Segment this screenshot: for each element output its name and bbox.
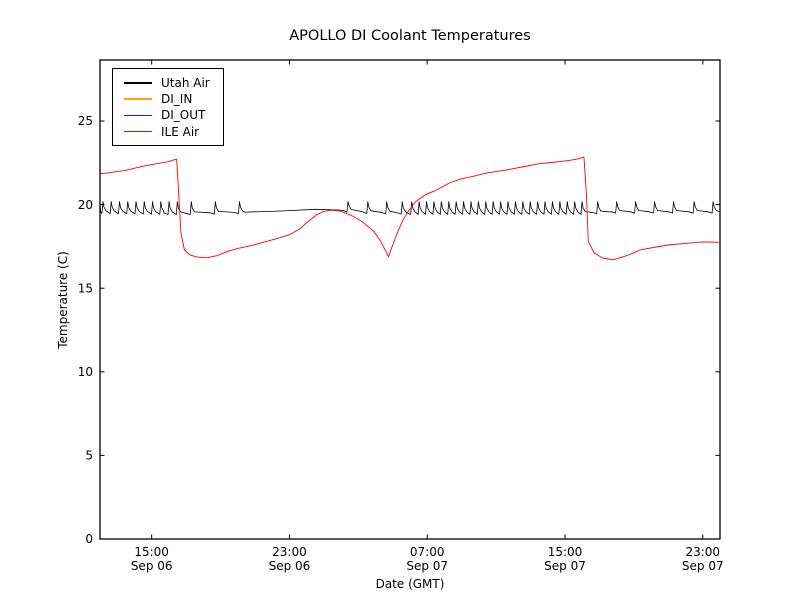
- series-line-ile-air: [99, 156, 719, 261]
- legend-line-sample: [124, 82, 152, 84]
- legend-item: ILE Air: [113, 124, 223, 140]
- legend-line-sample: [124, 114, 152, 117]
- legend-item: Utah Air: [113, 75, 223, 91]
- x-axis-label: Date (GMT): [375, 577, 445, 591]
- y-tick-label: 10: [78, 365, 93, 379]
- legend-line-sample: [124, 98, 152, 101]
- x-tick-label-time: 23:00: [685, 545, 720, 559]
- y-tick-label: 5: [85, 449, 93, 463]
- y-tick-label: 0: [85, 532, 93, 546]
- x-tick-label-time: 23:00: [272, 545, 307, 559]
- legend-label: Utah Air: [161, 76, 210, 91]
- legend-label: DI_OUT: [161, 108, 206, 123]
- x-tick-label-time: 07:00: [410, 545, 445, 559]
- plot-border: [99, 59, 721, 540]
- legend-label: DI_IN: [161, 92, 193, 107]
- y-axis-label: Temperature (C): [56, 251, 70, 349]
- y-tick-label: 15: [78, 281, 93, 295]
- y-tick-label: 20: [78, 198, 93, 212]
- x-tick-label-date: Sep 07: [682, 559, 724, 573]
- x-tick-label-date: Sep 07: [406, 559, 448, 573]
- legend-line-sample: [124, 130, 152, 133]
- legend-label: ILE Air: [161, 124, 200, 139]
- legend: Utah Air DI_IN DI_OUT ILE Air: [112, 68, 224, 146]
- x-tick-label-date: Sep 06: [131, 559, 173, 573]
- legend-item: DI_IN: [113, 91, 223, 107]
- x-tick-label-time: 15:00: [548, 545, 583, 559]
- x-tick-label-date: Sep 06: [269, 559, 311, 573]
- series-line-utah-air: [99, 201, 721, 215]
- chart-title: APOLLO DI Coolant Temperatures: [289, 28, 531, 44]
- y-tick-label: 25: [78, 114, 93, 128]
- legend-item: DI_OUT: [113, 107, 223, 123]
- x-tick-label-time: 15:00: [134, 545, 169, 559]
- x-tick-label-date: Sep 07: [544, 559, 586, 573]
